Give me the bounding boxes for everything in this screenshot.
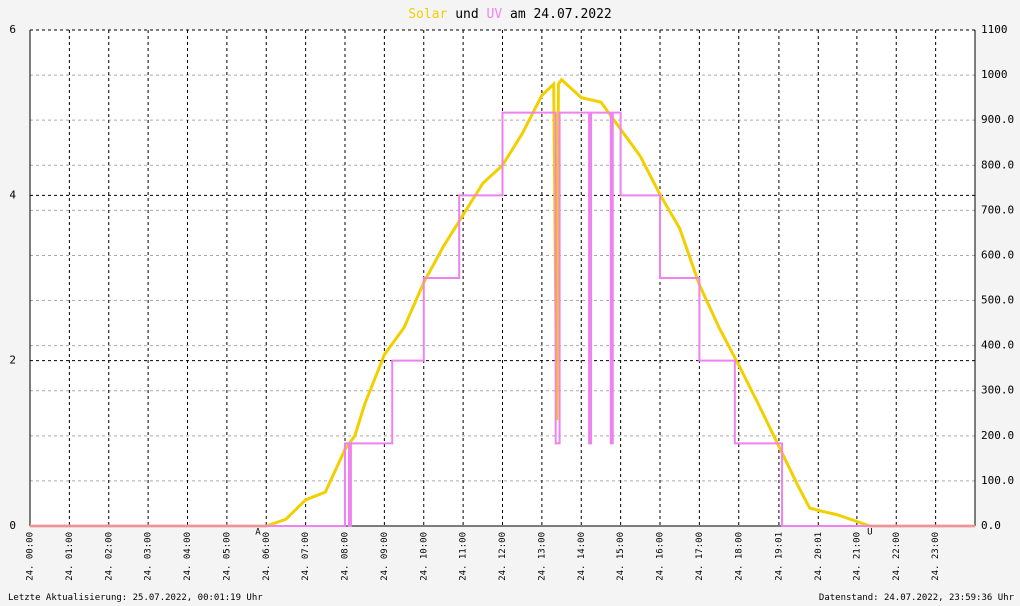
x-tick-label: 24. 08:00 — [341, 532, 351, 581]
y2-tick-label: 800.0 — [981, 158, 1014, 171]
data-line — [30, 77, 975, 528]
y2-tick-label: 600.0 — [981, 248, 1014, 261]
y2-tick-label: 100.0 — [981, 474, 1014, 487]
title-series: UV — [487, 7, 503, 22]
x-tick-label: 24. 20:01 — [814, 532, 824, 581]
x-tick-label: 24. 01:00 — [65, 532, 75, 581]
footer-left: Letzte Aktualisierung: 25.07.2022, 00:01… — [8, 593, 263, 603]
footer-right: Datenstand: 24.07.2022, 23:59:36 Uhr — [819, 593, 1015, 603]
x-tick-label: 24. 22:00 — [892, 532, 902, 581]
y2-tick-label: 300.0 — [981, 384, 1014, 397]
x-tick-label: 24. 03:00 — [144, 532, 154, 581]
x-tick-label: 24. 21:00 — [852, 532, 862, 581]
y2-tick-label: 1100 — [981, 23, 1008, 36]
chart-title: Solar und UV am 24.07.2022 — [408, 7, 612, 22]
x-tick-label: 24. 06:00 — [262, 532, 272, 581]
title-series: Solar — [408, 7, 447, 22]
x-tick-label: 24. 05:00 — [222, 532, 232, 581]
x-tick-label: 24. 16:00 — [656, 532, 666, 581]
x-tick-label: 24. 07:00 — [301, 532, 311, 581]
x-tick-label: 24. 15:00 — [616, 532, 626, 581]
x-tick-label: 24. 19:01 — [774, 532, 784, 581]
y2-tick-label: 0.0 — [981, 519, 1001, 532]
x-tick-label: 24. 17:00 — [695, 532, 705, 581]
x-tick-label: 24. 13:00 — [537, 532, 547, 581]
y-tick-label: 2 — [9, 354, 16, 367]
annotation: A — [255, 528, 261, 538]
x-tick-label: 24. 04:00 — [183, 532, 193, 581]
y2-tick-label: 900.0 — [981, 113, 1014, 126]
title-text: am 24.07.2022 — [510, 7, 612, 22]
title-text: und — [455, 7, 478, 22]
x-tick-label: 24. 00:00 — [26, 532, 36, 581]
y-tick-label: 0 — [9, 519, 16, 532]
x-tick-label: 24. 23:00 — [931, 532, 941, 581]
y2-tick-label: 1000 — [981, 68, 1008, 81]
y2-tick-label: 500.0 — [981, 294, 1014, 307]
data-line — [30, 111, 975, 527]
y-tick-label: 4 — [9, 188, 16, 201]
x-tick-label: 24. 10:00 — [419, 532, 429, 581]
x-tick-label: 24. 14:00 — [577, 532, 587, 581]
annotation: U — [867, 528, 872, 538]
x-tick-label: 24. 09:00 — [380, 532, 390, 581]
x-tick-label: 24. 02:00 — [104, 532, 114, 581]
y2-tick-label: 700.0 — [981, 203, 1014, 216]
y2-tick-label: 200.0 — [981, 429, 1014, 442]
x-tick-label: 24. 18:00 — [734, 532, 744, 581]
x-tick-label: 24. 11:00 — [459, 532, 469, 581]
x-tick-label: 24. 12:00 — [498, 532, 508, 581]
y-tick-label: 6 — [9, 23, 16, 36]
y2-tick-label: 400.0 — [981, 339, 1014, 352]
